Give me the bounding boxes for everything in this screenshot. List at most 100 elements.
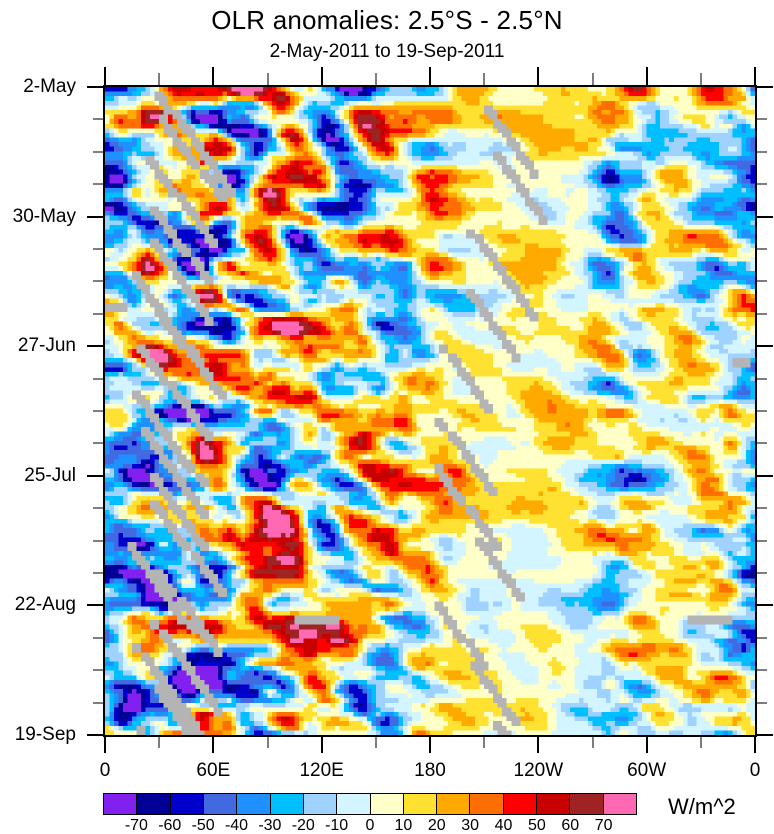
- x-axis-major-tick-bottom: [320, 737, 323, 753]
- colorbar-swatch: [336, 793, 371, 815]
- y-axis-minor-tick-left: [93, 636, 103, 639]
- colorbar-level-label: -70: [124, 817, 148, 834]
- colorbar-swatch: [536, 793, 571, 815]
- y-axis-minor-tick-right: [757, 118, 767, 121]
- colorbar-swatch: [502, 793, 538, 815]
- y-axis-minor-tick-right: [757, 377, 767, 380]
- colorbar-level-label: 50: [527, 817, 546, 834]
- y-axis-minor-tick-left: [93, 572, 103, 574]
- x-axis-tick-label: 60E: [196, 760, 231, 781]
- y-axis-minor-tick-left: [93, 539, 103, 542]
- y-axis-minor-tick-right: [757, 669, 767, 672]
- x-axis-tick-label: 0: [749, 760, 761, 781]
- x-axis-minor-tick-top: [699, 73, 702, 85]
- colorbar-swatch: [436, 793, 471, 815]
- x-axis-minor-tick-top: [591, 73, 594, 85]
- colorbar: [103, 793, 637, 815]
- y-axis-minor-tick-right: [757, 183, 767, 186]
- y-axis-minor-tick-left: [93, 183, 103, 186]
- x-axis-major-tick-bottom: [212, 737, 215, 753]
- y-axis-minor-tick-right: [757, 636, 767, 639]
- colorbar-level-label: -60: [158, 817, 182, 834]
- x-axis-major-tick-bottom: [754, 737, 756, 753]
- colorbar-swatch: [302, 793, 338, 815]
- y-axis-minor-tick-left: [93, 248, 103, 250]
- x-axis-minor-tick-top: [483, 73, 486, 85]
- y-axis-tick-label: 19-Sep: [14, 724, 76, 745]
- y-axis-minor-tick-left: [93, 118, 103, 121]
- y-axis-minor-tick-right: [757, 248, 767, 250]
- x-axis-major-tick-bottom: [104, 737, 106, 753]
- y-axis-minor-tick-right: [757, 507, 767, 510]
- y-axis-major-tick-left: [87, 86, 103, 88]
- x-axis-major-tick-top: [754, 67, 756, 85]
- y-axis-minor-tick-left: [93, 377, 103, 380]
- y-axis-minor-tick-left: [93, 410, 103, 412]
- colorbar-level-label: -30: [258, 817, 282, 834]
- y-axis-minor-tick-left: [93, 312, 103, 315]
- colorbar-swatch: [402, 793, 438, 815]
- y-axis-minor-tick-right: [757, 410, 767, 412]
- colorbar-swatch: [236, 793, 271, 815]
- colorbar-level-label: -40: [224, 817, 249, 834]
- x-axis-minor-tick-top: [158, 73, 161, 85]
- colorbar-swatch: [469, 793, 504, 815]
- x-axis-minor-tick-bottom: [374, 737, 377, 748]
- plot-frame: [103, 85, 757, 737]
- x-axis-tick-label: 0: [99, 760, 111, 781]
- colorbar-level-label: 20: [427, 817, 446, 834]
- colorbar-swatch: [602, 793, 637, 815]
- x-axis-minor-tick-bottom: [699, 737, 702, 748]
- x-axis-minor-tick-bottom: [266, 737, 269, 748]
- colorbar-swatch: [269, 793, 304, 815]
- y-axis-tick-label: 22-Aug: [14, 594, 76, 616]
- colorbar-swatch: [136, 793, 171, 815]
- y-axis-major-tick-left: [87, 215, 103, 218]
- x-axis-tick-label: 60W: [627, 760, 667, 781]
- y-axis-minor-tick-left: [93, 150, 103, 153]
- colorbar-level-label: 30: [461, 817, 480, 834]
- x-axis-minor-tick-top: [266, 73, 269, 85]
- chart-title: OLR anomalies: 2.5°S - 2.5°N: [211, 5, 563, 35]
- y-axis-minor-tick-left: [93, 507, 103, 510]
- x-axis-major-tick-bottom: [429, 737, 431, 753]
- y-axis-major-tick-right: [757, 604, 773, 607]
- y-axis-major-tick-right: [757, 734, 773, 736]
- y-axis-minor-tick-right: [757, 572, 767, 574]
- y-axis-tick-label: 27-Jun: [17, 335, 76, 357]
- y-axis-major-tick-left: [87, 604, 103, 607]
- y-axis-major-tick-right: [757, 474, 773, 477]
- x-axis-major-tick-bottom: [645, 737, 648, 753]
- x-axis-tick-label: 120E: [299, 760, 344, 781]
- y-axis-minor-tick-right: [757, 312, 767, 315]
- colorbar-swatch: [103, 793, 138, 815]
- y-axis-minor-tick-right: [757, 442, 767, 445]
- y-axis-major-tick-left: [87, 474, 103, 477]
- chart-subtitle: 2-May-2011 to 19-Sep-2011: [269, 41, 505, 62]
- colorbar-level-label: 0: [365, 817, 375, 834]
- x-axis-tick-label: 180: [414, 760, 446, 781]
- y-axis-tick-label: 2-May: [23, 76, 76, 97]
- colorbar-level-label: 10: [394, 817, 413, 834]
- y-axis-minor-tick-left: [93, 669, 103, 672]
- colorbar-swatch: [169, 793, 204, 815]
- x-axis-major-tick-top: [429, 67, 431, 85]
- x-axis-minor-tick-bottom: [158, 737, 161, 748]
- y-axis-minor-tick-right: [757, 701, 767, 704]
- x-axis-minor-tick-top: [374, 73, 377, 85]
- colorbar-level-label: 60: [561, 817, 580, 834]
- colorbar-unit-label: W/m^2: [668, 794, 736, 819]
- x-axis-major-tick-top: [645, 67, 648, 85]
- y-axis-major-tick-left: [87, 734, 103, 736]
- colorbar-swatch: [569, 793, 604, 815]
- y-axis-minor-tick-right: [757, 539, 767, 542]
- x-axis-major-tick-bottom: [537, 737, 540, 753]
- x-axis-major-tick-top: [537, 67, 540, 85]
- colorbar-level-label: 70: [594, 817, 613, 834]
- colorbar-level-label: 40: [494, 817, 513, 834]
- y-axis-minor-tick-left: [93, 280, 103, 283]
- colorbar-swatch: [369, 793, 404, 815]
- y-axis-minor-tick-left: [93, 701, 103, 704]
- colorbar-level-label: -50: [191, 817, 215, 834]
- x-axis-major-tick-top: [104, 67, 106, 85]
